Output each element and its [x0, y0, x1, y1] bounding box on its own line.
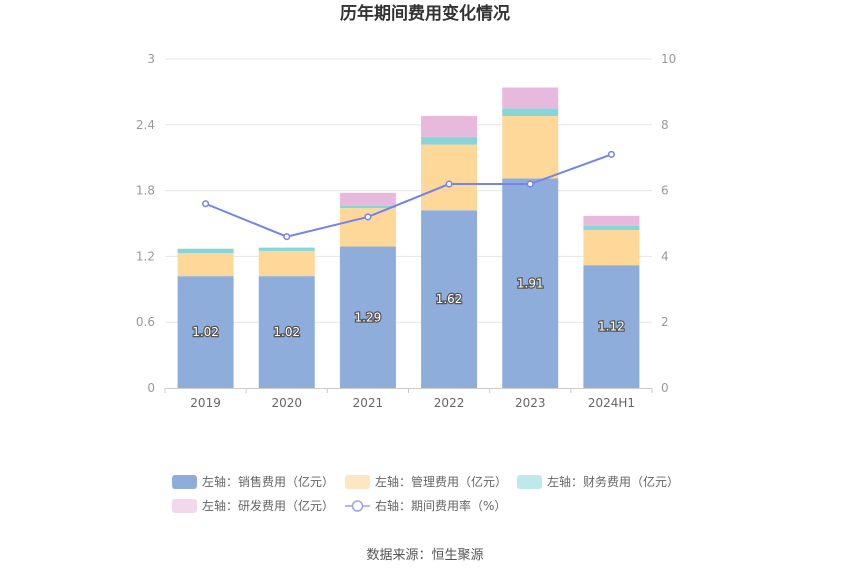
- legend-label: 右轴：期间费用率（%）: [375, 498, 506, 513]
- legend-label: 左轴：销售费用（亿元）: [202, 474, 334, 489]
- y-left-tick-label: 3: [147, 52, 155, 66]
- bar-labels: 1.02 1.02 1.29 1.62 1.91 1.12: [191, 275, 626, 340]
- bar-segment: [421, 210, 478, 388]
- bar-segment: [421, 116, 478, 137]
- bar-segment: [177, 248, 234, 254]
- legend[interactable]: 左轴：销售费用（亿元） 左轴：管理费用（亿元） 左轴：财务费用（亿元） 左轴：研发费用…: [172, 474, 679, 513]
- bar-segment: [583, 225, 640, 231]
- y-right-tick-label: 6: [661, 184, 669, 198]
- chart-title: 历年期间费用变化情况: [340, 3, 510, 24]
- x-tick-label: 2019: [190, 396, 221, 410]
- bars: [177, 87, 640, 388]
- legend-swatch: [345, 475, 370, 489]
- y-left-tick-label: 0.6: [136, 315, 155, 329]
- bar-segment: [258, 247, 315, 251]
- rate-point: [283, 233, 291, 241]
- legend-item[interactable]: 左轴：财务费用（亿元）: [517, 474, 679, 489]
- data-label: 1.91: [517, 276, 544, 290]
- bar-segment: [583, 230, 640, 266]
- bar-segment: [177, 276, 234, 388]
- y-right-tick-label: 4: [661, 249, 669, 263]
- data-label: 1.12: [598, 320, 625, 334]
- legend-item[interactable]: 左轴：管理费用（亿元）: [345, 474, 507, 489]
- bar-segment: [502, 87, 559, 109]
- x-tick-label: 2020: [271, 396, 302, 410]
- grid: [165, 58, 652, 323]
- x-tick-label: 2021: [353, 396, 384, 410]
- bar-segment: [502, 108, 559, 117]
- x-tick-label: 2022: [434, 396, 465, 410]
- legend-swatch: [172, 499, 197, 513]
- bar-segment: [421, 144, 478, 211]
- bar-segment: [583, 215, 640, 226]
- y-left-tick-label: 0: [147, 381, 155, 395]
- rate-line-path: [205, 153, 612, 238]
- bar-segment: [177, 253, 234, 277]
- legend-item[interactable]: 左轴：销售费用（亿元）: [172, 474, 334, 489]
- bar-segment: [583, 265, 640, 388]
- rate-point: [445, 180, 453, 188]
- rate-point: [202, 200, 210, 208]
- y-right-tick-label: 0: [661, 381, 669, 395]
- rate-point: [526, 180, 534, 188]
- legend-item[interactable]: 左轴：研发费用（亿元）: [172, 498, 334, 513]
- y-left-tick-label: 2.4: [136, 118, 155, 132]
- x-tick-label: 2024H1: [588, 396, 635, 410]
- y-right-tick-label: 8: [661, 118, 669, 132]
- rate-point: [607, 150, 615, 158]
- bar-segment: [421, 136, 478, 145]
- y-right-tick-label: 10: [661, 52, 676, 66]
- bar-segment: [258, 250, 315, 277]
- data-label: 1.02: [273, 325, 300, 339]
- legend-swatch: [517, 475, 542, 489]
- bar-segment: [258, 276, 315, 388]
- y-right-tick-label: 2: [661, 315, 669, 329]
- y-left-tick-label: 1.2: [136, 249, 155, 263]
- legend-swatch: [172, 475, 197, 489]
- legend-line-marker: [351, 500, 364, 512]
- rate-point: [364, 213, 372, 221]
- bar-segment: [339, 192, 396, 206]
- legend-item[interactable]: 右轴：期间费用率（%）: [345, 498, 506, 513]
- axes: 0 0.6 1.2 1.8 2.4 3 0 2 4 6 8 10 2019 2020 2021 2022 202…: [136, 52, 676, 410]
- data-label: 1.02: [192, 325, 219, 339]
- rate-line: [202, 150, 615, 241]
- y-left-tick-label: 1.8: [136, 184, 155, 198]
- legend-label: 左轴：管理费用（亿元）: [375, 474, 507, 489]
- bar-segment: [339, 205, 396, 209]
- bar-segment: [502, 178, 559, 388]
- legend-label: 左轴：财务费用（亿元）: [547, 474, 679, 489]
- bar-segment: [339, 246, 396, 388]
- x-tick-label: 2023: [515, 396, 546, 410]
- data-label: 1.62: [436, 292, 463, 306]
- bar-segment: [502, 116, 559, 179]
- data-label: 1.29: [355, 310, 382, 324]
- source-note: 数据来源：恒生聚源: [366, 548, 483, 563]
- legend-label: 左轴：研发费用（亿元）: [202, 498, 334, 513]
